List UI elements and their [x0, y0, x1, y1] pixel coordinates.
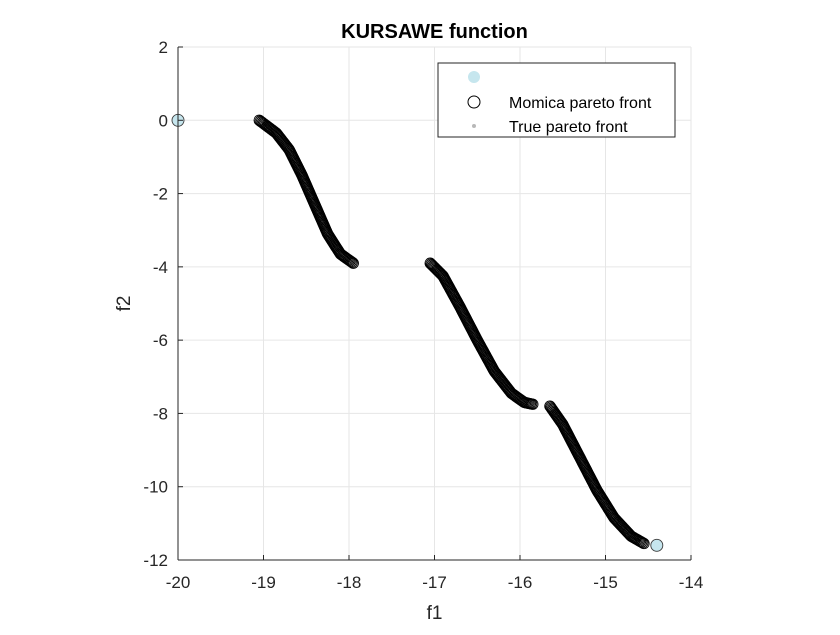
momica-point [344, 255, 356, 267]
momica-point [637, 537, 649, 549]
momica-pareto-front-series [253, 114, 650, 550]
x-tick-label: -19 [251, 573, 276, 592]
chart-title: KURSAWE function [341, 21, 528, 43]
y-tick-label: -6 [153, 331, 168, 350]
highlight-point [650, 538, 664, 552]
x-axis-label: f1 [427, 603, 443, 624]
legend-momica-label: Momica pareto front [509, 95, 652, 112]
axes [177, 46, 692, 561]
y-tick-label: -12 [143, 551, 168, 570]
legend: Momica pareto front True pareto front [437, 62, 676, 138]
legend-momica-marker [467, 95, 481, 109]
momica-point [346, 256, 358, 269]
y-tick-label: -2 [153, 185, 168, 204]
y-tick-label: 2 [159, 38, 168, 57]
momica-point [527, 398, 539, 410]
legend-true-front-label: True pareto front [509, 119, 628, 136]
momica-point [347, 257, 359, 269]
legend-highlight-marker [468, 71, 480, 83]
y-tick-label: 0 [159, 111, 168, 130]
legend-true-front-marker [472, 124, 476, 128]
momica-point [345, 256, 357, 268]
x-tick-label: -17 [422, 573, 447, 592]
y-tick-label: -10 [143, 478, 168, 497]
y-axis-label: f2 [114, 296, 135, 312]
momica-point [634, 535, 647, 548]
momica-point [635, 536, 648, 548]
x-tick-label: -15 [593, 573, 618, 592]
x-tick-label: -16 [508, 573, 533, 592]
momica-point [638, 537, 650, 550]
tick-labels: -20 -19 -18 -17 -16 -15 -14 2 0 -2 -4 -6 -8 -10 -12 [143, 38, 703, 592]
x-tick-label: -18 [337, 573, 362, 592]
y-tick-label: -4 [153, 258, 168, 277]
x-tick-label: -14 [679, 573, 704, 592]
y-tick-label: -8 [153, 404, 168, 423]
x-tick-label: -20 [166, 573, 191, 592]
